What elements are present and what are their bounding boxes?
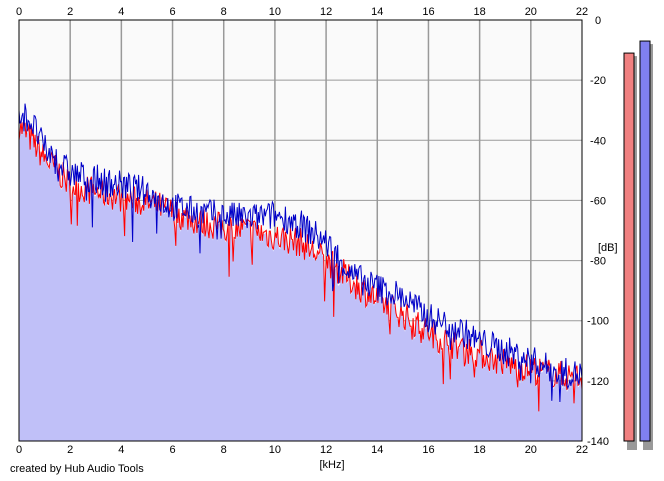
- x-tick-top: 20: [525, 6, 537, 18]
- x-tick-bottom: 0: [16, 444, 22, 456]
- x-tick-top: 0: [16, 6, 22, 18]
- x-tick-bottom: 4: [118, 444, 124, 456]
- y-tick-labels: 0 -20 -40 -60 -80 -100 -120 -140: [587, 15, 609, 448]
- left-channel-line: [18, 120, 583, 412]
- level-meters: [623, 40, 653, 451]
- right-level-meter: [639, 40, 651, 442]
- x-tick-top: 18: [474, 6, 486, 18]
- x-tick-bottom: 6: [169, 444, 175, 456]
- y-tick: -120: [587, 376, 609, 388]
- x-tick-bottom: 10: [269, 444, 281, 456]
- plot-border: [18, 19, 583, 442]
- x-tick-bottom: 12: [320, 444, 332, 456]
- x-tick-top: 8: [221, 6, 227, 18]
- y-tick: 0: [595, 15, 601, 27]
- x-tick-top: 4: [118, 6, 124, 18]
- left-level-meter: [623, 52, 635, 442]
- x-tick-top: 6: [169, 6, 175, 18]
- x-axis-label: [kHz]: [319, 459, 344, 471]
- x-tick-top: 10: [269, 6, 281, 18]
- x-tick-bottom: 18: [474, 444, 486, 456]
- y-tick: -60: [590, 195, 606, 207]
- x-tick-bottom: 16: [422, 444, 434, 456]
- y-tick: -20: [590, 75, 606, 87]
- x-tick-bottom: 22: [576, 444, 588, 456]
- right-channel-line: [18, 103, 583, 403]
- x-tick-bottom: 14: [371, 444, 383, 456]
- y-tick: -140: [587, 436, 609, 448]
- x-tick-bottom: 8: [221, 444, 227, 456]
- x-tick-top: 22: [576, 6, 588, 18]
- y-tick: -40: [590, 135, 606, 147]
- x-tick-top: 12: [320, 6, 332, 18]
- credit-text: created by Hub Audio Tools: [10, 463, 144, 475]
- y-axis-label: [dB]: [598, 242, 618, 254]
- y-tick: -100: [587, 316, 609, 328]
- x-tick-bottom: 2: [67, 444, 73, 456]
- y-tick: -80: [590, 256, 606, 268]
- x-tick-bottom: 20: [525, 444, 537, 456]
- x-tick-top: 16: [422, 6, 434, 18]
- spectrum-fill: [19, 124, 582, 442]
- x-tick-top: 14: [371, 6, 383, 18]
- x-tick-top: 2: [67, 6, 73, 18]
